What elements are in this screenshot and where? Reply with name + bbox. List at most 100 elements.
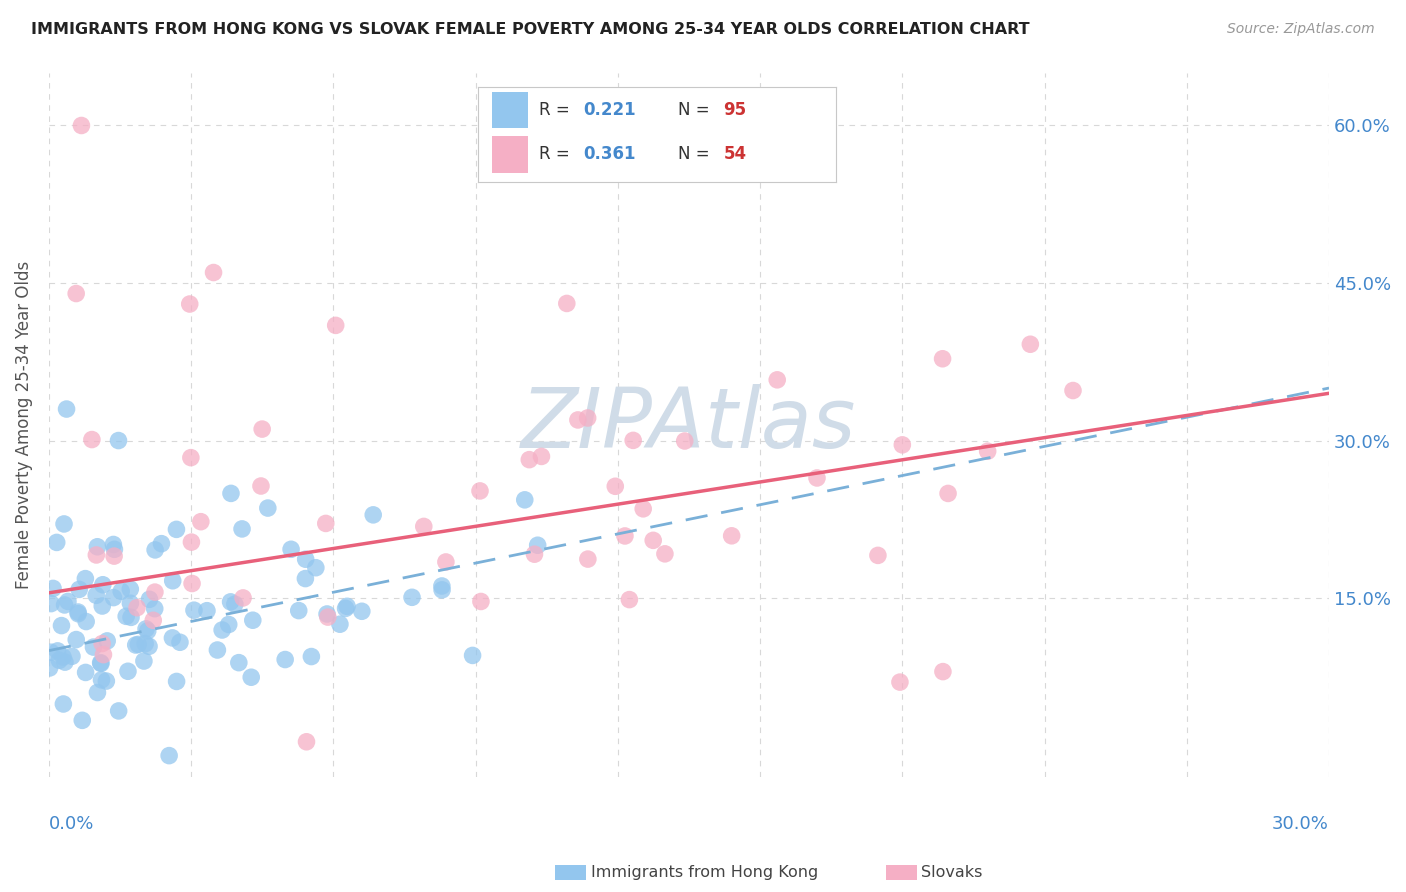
- Point: [526, 538, 548, 552]
- Point: [75, 665, 97, 680]
- Point: [250, 479, 273, 493]
- Point: [120, 610, 142, 624]
- Point: [287, 604, 309, 618]
- Point: [631, 501, 654, 516]
- Point: [180, 450, 202, 465]
- Point: [576, 411, 599, 425]
- Point: [82, 640, 104, 654]
- Point: [86, 548, 108, 562]
- Point: [103, 542, 125, 557]
- Point: [179, 297, 201, 311]
- Point: [103, 591, 125, 605]
- Point: [39, 645, 62, 659]
- Point: [430, 582, 453, 597]
- Point: [766, 373, 789, 387]
- Point: [1062, 384, 1084, 398]
- Point: [202, 266, 225, 280]
- Point: [240, 670, 263, 684]
- Point: [211, 623, 233, 637]
- Point: [157, 748, 180, 763]
- Point: [70, 714, 93, 728]
- Point: [336, 599, 359, 614]
- Point: [1019, 337, 1042, 351]
- Point: [48, 653, 70, 667]
- Text: Source: ZipAtlas.com: Source: ZipAtlas.com: [1227, 22, 1375, 37]
- Point: [470, 594, 492, 608]
- Point: [127, 637, 149, 651]
- Point: [256, 501, 278, 516]
- Point: [162, 631, 184, 645]
- Point: [181, 576, 204, 591]
- Point: [361, 508, 384, 522]
- Text: 30.0%: 30.0%: [1272, 815, 1329, 833]
- Point: [195, 604, 218, 618]
- Point: [125, 638, 148, 652]
- Point: [86, 685, 108, 699]
- Point: [605, 479, 627, 493]
- Point: [52, 650, 75, 665]
- Point: [91, 636, 114, 650]
- Point: [65, 632, 87, 647]
- Point: [567, 413, 589, 427]
- Point: [45, 535, 67, 549]
- Point: [60, 649, 83, 664]
- Point: [889, 675, 911, 690]
- Point: [142, 613, 165, 627]
- Point: [207, 643, 229, 657]
- Point: [52, 697, 75, 711]
- Point: [91, 578, 114, 592]
- Point: [120, 582, 142, 596]
- Point: [169, 635, 191, 649]
- Y-axis label: Female Poverty Among 25-34 Year Olds: Female Poverty Among 25-34 Year Olds: [15, 260, 32, 589]
- Point: [135, 622, 157, 636]
- Text: Slovaks: Slovaks: [921, 865, 983, 880]
- Point: [250, 422, 273, 436]
- Point: [190, 515, 212, 529]
- Point: [932, 665, 955, 679]
- Point: [53, 655, 76, 669]
- Point: [305, 560, 328, 574]
- Point: [325, 318, 347, 333]
- Point: [143, 585, 166, 599]
- Point: [162, 574, 184, 588]
- Point: [138, 592, 160, 607]
- Point: [401, 591, 423, 605]
- Point: [621, 434, 644, 448]
- Point: [299, 649, 322, 664]
- Point: [242, 613, 264, 627]
- Point: [931, 351, 953, 366]
- Point: [231, 522, 253, 536]
- Point: [107, 704, 129, 718]
- Point: [316, 607, 339, 621]
- Point: [219, 486, 242, 500]
- Point: [613, 529, 636, 543]
- Point: [55, 402, 77, 417]
- Point: [138, 640, 160, 654]
- Point: [42, 582, 65, 596]
- Point: [654, 547, 676, 561]
- Point: [51, 618, 73, 632]
- Point: [555, 296, 578, 310]
- Text: IMMIGRANTS FROM HONG KONG VS SLOVAK FEMALE POVERTY AMONG 25-34 YEAR OLDS CORRELA: IMMIGRANTS FROM HONG KONG VS SLOVAK FEMA…: [31, 22, 1029, 37]
- Point: [150, 536, 173, 550]
- Point: [316, 610, 339, 624]
- Point: [643, 533, 665, 548]
- Point: [143, 542, 166, 557]
- Point: [67, 582, 90, 597]
- Point: [107, 434, 129, 448]
- Point: [350, 604, 373, 618]
- Point: [976, 444, 998, 458]
- Point: [56, 594, 79, 608]
- Point: [132, 654, 155, 668]
- Point: [673, 434, 696, 448]
- Point: [67, 607, 90, 621]
- Point: [136, 624, 159, 638]
- Point: [103, 549, 125, 563]
- Point: [103, 537, 125, 551]
- Point: [117, 665, 139, 679]
- Point: [90, 656, 112, 670]
- Point: [86, 540, 108, 554]
- Point: [46, 644, 69, 658]
- Point: [430, 579, 453, 593]
- Point: [39, 597, 62, 611]
